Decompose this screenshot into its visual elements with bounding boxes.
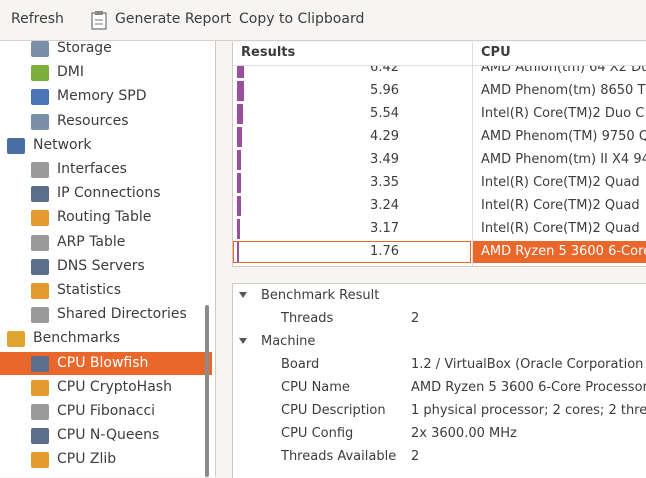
result-bar: [237, 127, 242, 147]
item-icon: [31, 89, 49, 106]
tree-item[interactable]: DNS Servers: [57, 257, 145, 274]
group-icon: [7, 331, 25, 348]
item-icon: [31, 283, 49, 299]
report-icon: [91, 11, 107, 30]
tree-item[interactable]: DMI: [57, 64, 84, 81]
result-value: 5.96: [370, 83, 399, 98]
tree-item[interactable]: Routing Table: [57, 209, 152, 226]
result-bar: [237, 219, 241, 239]
detail-value: 1 physical processor; 2 cores; 2 thre: [411, 403, 646, 418]
result-bar: [237, 104, 244, 124]
expander[interactable]: [239, 338, 247, 344]
header-bg: [233, 42, 646, 66]
toolbar-button[interactable]: Copy to Clipboard: [239, 11, 365, 27]
cpu-name: Intel(R) Core(TM)2 Quad: [481, 221, 640, 236]
result-value: 3.35: [370, 175, 399, 190]
item-icon: [31, 65, 49, 82]
result-value: 4.29: [370, 129, 399, 144]
group-icon: [7, 137, 25, 154]
cpu-name: Intel(R) Core(TM)2 Quad: [481, 175, 640, 190]
cpu-name: AMD Ryzen 5 3600 6-Core: [481, 244, 646, 259]
result-bar: [237, 242, 239, 262]
selected-row: [0, 351, 212, 375]
toolbar-button[interactable]: Generate Report: [115, 11, 232, 27]
tree-item[interactable]: IP Connections: [57, 185, 161, 202]
item-icon: [31, 162, 49, 178]
group-label[interactable]: Network: [33, 136, 92, 153]
detail-label: CPU Name: [281, 380, 350, 395]
item-icon: [31, 234, 49, 251]
cpu-name: Intel(R) Core(TM)2 Duo C: [481, 106, 645, 121]
tree-item[interactable]: CPU Blowfish: [57, 354, 149, 371]
column-separator: [472, 42, 473, 266]
tree-item[interactable]: CPU N-Queens: [57, 427, 160, 444]
toolbar: Refresh Generate Report Copy to Clipboard: [0, 0, 646, 41]
tree-item[interactable]: Memory SPD: [57, 88, 147, 105]
section-title[interactable]: Machine: [261, 334, 316, 349]
result-value: 3.49: [370, 152, 399, 167]
cpu-name: AMD Phenom(TM) 9750 Q: [481, 129, 646, 144]
detail-value: 2x 3600.00 MHz: [411, 426, 517, 441]
section-title[interactable]: Benchmark Result: [261, 288, 380, 303]
item-icon: [31, 113, 49, 130]
item-icon: [31, 41, 49, 57]
result-value: 5.54: [370, 106, 399, 121]
detail-label: CPU Config: [281, 426, 354, 441]
item-icon: [31, 186, 49, 203]
item-icon: [31, 210, 49, 227]
column-header[interactable]: CPU: [481, 45, 511, 60]
selected-result-cell: [233, 241, 471, 263]
cpu-name: Intel(R) Core(TM)2 Quad: [481, 198, 640, 213]
item-icon: [31, 307, 49, 324]
result-bar: [237, 58, 245, 78]
detail-value: 1.2 / VirtualBox (Oracle Corporation: [411, 357, 644, 372]
expander[interactable]: [239, 292, 247, 298]
cpu-name: AMD Phenom(tm) 8650 T: [481, 83, 646, 98]
details-panel: Benchmark Result Threads 2 Machine Board 1.2 …: [232, 283, 646, 478]
detail-value: 2: [411, 311, 420, 326]
item-icon: [31, 379, 49, 396]
column-header[interactable]: Results: [241, 45, 296, 60]
tree-item[interactable]: Shared Directories: [57, 306, 187, 323]
tree-item[interactable]: Storage: [57, 41, 112, 56]
detail-value: AMD Ryzen 5 3600 6-Core Processor: [411, 380, 646, 395]
detail-label: Board: [281, 357, 320, 372]
sidebar: Storage DMI Memory SPD Resources Network Inte…: [0, 41, 216, 477]
detail-label: Threads: [281, 311, 334, 326]
result-bar: [237, 81, 244, 101]
tree-item[interactable]: Statistics: [57, 282, 121, 298]
result-bar: [237, 150, 241, 170]
item-icon: [31, 258, 49, 275]
tree-item[interactable]: CPU Fibonacci: [57, 403, 156, 419]
item-icon: [31, 428, 49, 445]
result-bar: [237, 173, 241, 193]
tree-item[interactable]: Resources: [57, 112, 129, 129]
tree-item[interactable]: ARP Table: [57, 233, 126, 250]
result-value: 3.17: [370, 221, 399, 236]
tree-item[interactable]: Interfaces: [57, 161, 127, 177]
column-separator: [472, 42, 473, 65]
item-icon: [31, 404, 49, 420]
selected-row: [473, 241, 646, 263]
cpu-name: AMD Phenom(tm) II X4 94: [481, 152, 646, 167]
item-icon: [31, 452, 49, 469]
scrollbar: [205, 305, 209, 477]
detail-value: 2: [411, 449, 420, 464]
tree-item[interactable]: CPU CryptoHash: [57, 378, 172, 395]
group-label[interactable]: Benchmarks: [33, 330, 121, 347]
detail-label: CPU Description: [281, 403, 386, 418]
tree-item[interactable]: CPU Zlib: [57, 451, 117, 468]
result-bar: [237, 196, 241, 216]
result-value: 1.76: [370, 244, 399, 259]
detail-label: Threads Available: [281, 449, 397, 464]
result-value: 3.24: [370, 198, 399, 213]
item-icon: [31, 355, 49, 372]
toolbar-button[interactable]: Refresh: [11, 11, 64, 27]
